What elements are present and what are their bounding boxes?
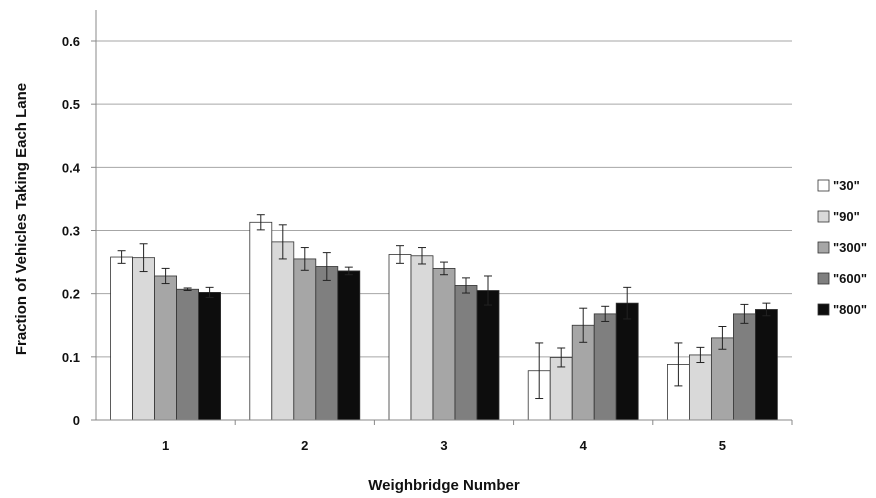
y-tick-label: 0.5: [62, 97, 80, 112]
bar-cat2-series0: [249, 221, 273, 421]
bar-cat2-series2: [293, 258, 317, 421]
y-tick-label: 0.1: [62, 350, 80, 365]
y-tick-label: 0.4: [62, 160, 81, 175]
bar-cat2-series1: [271, 241, 295, 421]
bar-cat3-series2: [432, 267, 456, 421]
bar-cat1-series1: [132, 257, 156, 421]
bar-marks: [110, 221, 778, 421]
legend-label-2: "300": [833, 240, 867, 255]
bar-cat3-series1: [410, 255, 434, 421]
y-axis-title: Fraction of Vehicles Taking Each Lane: [13, 83, 30, 355]
x-tick-label: 3: [440, 438, 447, 453]
y-tick-label: 0.2: [62, 287, 80, 302]
x-axis-title: Weighbridge Number: [368, 477, 520, 494]
legend-swatch-3: [817, 272, 830, 285]
bar-cat1-series2: [154, 275, 178, 421]
legend: "30" "90" "300" "600" "800": [817, 178, 867, 317]
bar-cat3-series4: [476, 290, 500, 421]
x-tick-label: 4: [580, 438, 588, 453]
y-tick-label: 0.6: [62, 34, 80, 49]
bar-cat2-series3: [315, 266, 339, 421]
bar-cat5-series1: [689, 354, 712, 421]
bar-cat5-series4: [755, 309, 778, 421]
y-tick-label: 0.3: [62, 224, 80, 239]
legend-label-1: "90": [833, 209, 860, 224]
bar-cat1-series0: [110, 256, 133, 421]
legend-swatch-0: [817, 179, 830, 192]
bar-cat5-series3: [733, 313, 756, 421]
legend-swatch-2: [817, 241, 830, 254]
y-tick-labels: 0 0.1 0.2 0.3 0.4 0.5 0.6: [62, 34, 96, 428]
bar-cat4-series3: [593, 313, 617, 421]
y-tick-label: 0: [73, 413, 80, 428]
bar-cat4-series4: [615, 302, 639, 421]
x-tick-label: 2: [301, 438, 308, 453]
x-tick-labels: 1 2 3 4 5: [162, 420, 793, 453]
bar-cat3-series3: [454, 285, 478, 421]
legend-label-4: "800": [833, 302, 867, 317]
bar-cat1-series4: [198, 292, 222, 421]
axes: [95, 10, 792, 421]
legend-swatch-1: [817, 210, 830, 223]
legend-label-3: "600": [833, 271, 867, 286]
error-bars: [117, 214, 771, 400]
bar-cat1-series3: [176, 288, 200, 421]
legend-label-0: "30": [833, 178, 860, 193]
legend-swatch-4: [817, 303, 830, 316]
bar-cat3-series0: [388, 254, 412, 421]
bar-cat5-series2: [711, 337, 734, 421]
x-tick-label: 1: [162, 438, 169, 453]
x-tick-label: 5: [719, 438, 726, 453]
bar-cat2-series4: [337, 270, 361, 421]
